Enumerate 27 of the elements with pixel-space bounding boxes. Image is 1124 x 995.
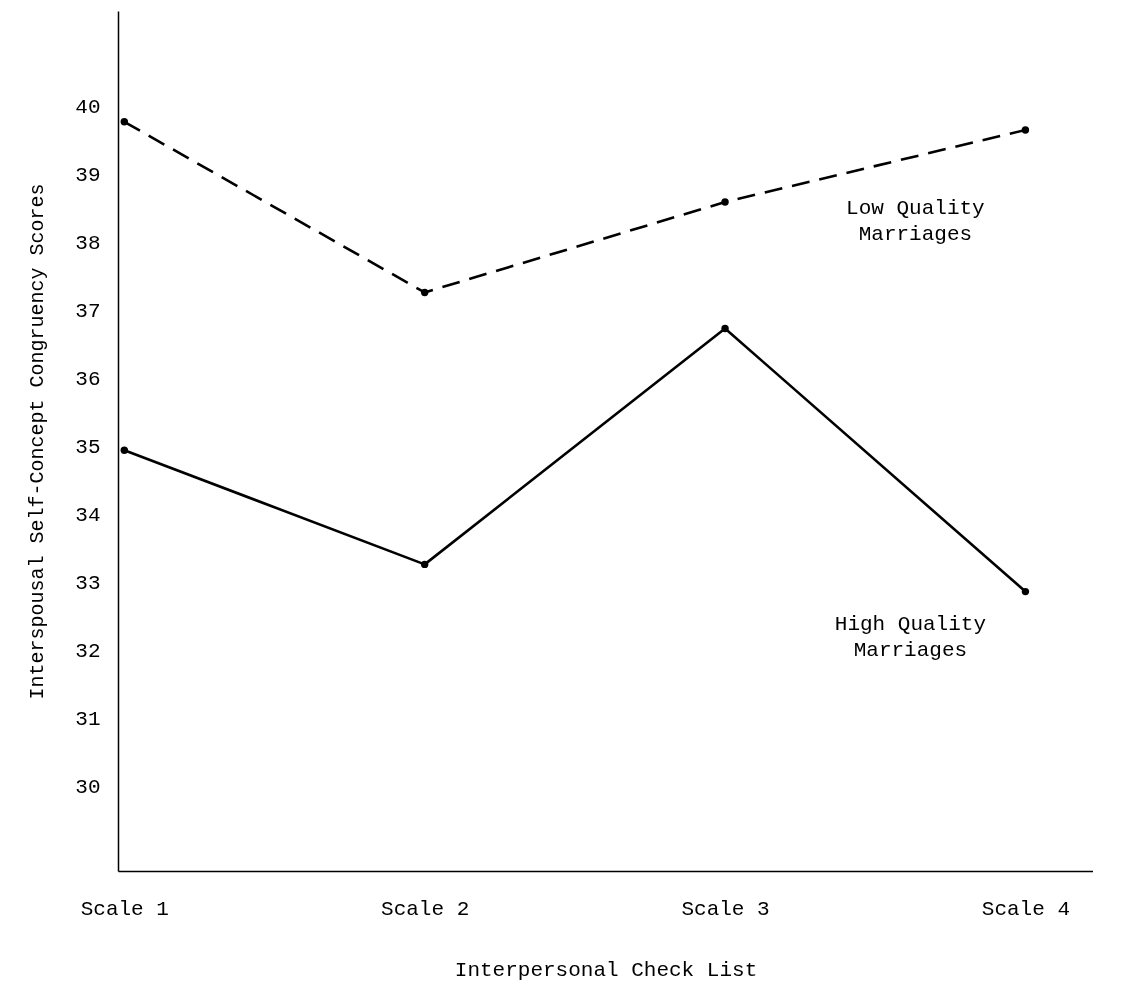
point (1021, 587, 1030, 596)
series-label: Low Quality Marriages (846, 196, 985, 246)
y-tick-label: 35 (75, 435, 101, 459)
y-axis-title: Interspousal Self-Concept Congruency Scores (26, 183, 50, 700)
point (420, 560, 429, 569)
point (1021, 126, 1030, 134)
x-tick-label: Scale 3 (681, 897, 770, 921)
point (120, 446, 129, 454)
y-tick-label: 31 (75, 707, 101, 731)
y-tick-label: 33 (75, 571, 101, 595)
point (721, 324, 729, 333)
x-tick-label: Scale 1 (80, 897, 169, 921)
y-tick-label: 34 (75, 503, 101, 527)
x-tick-label: Scale 2 (381, 897, 470, 921)
y-tick-label: 39 (75, 163, 101, 187)
x-tick-label: Scale 4 (981, 897, 1071, 921)
y-tick-label: 37 (75, 299, 101, 323)
y-tick-label: 30 (75, 775, 101, 799)
y-tick-label: 36 (75, 367, 101, 391)
point (721, 198, 729, 206)
x-axis-title: Interpersonal Check List (454, 958, 758, 982)
point (420, 288, 429, 297)
y-tick-label: 40 (75, 95, 101, 119)
y-tick-label: 38 (75, 231, 101, 255)
series-label: High Quality Marriages (834, 612, 987, 662)
point (120, 118, 129, 126)
y-tick-label: 32 (75, 639, 101, 663)
